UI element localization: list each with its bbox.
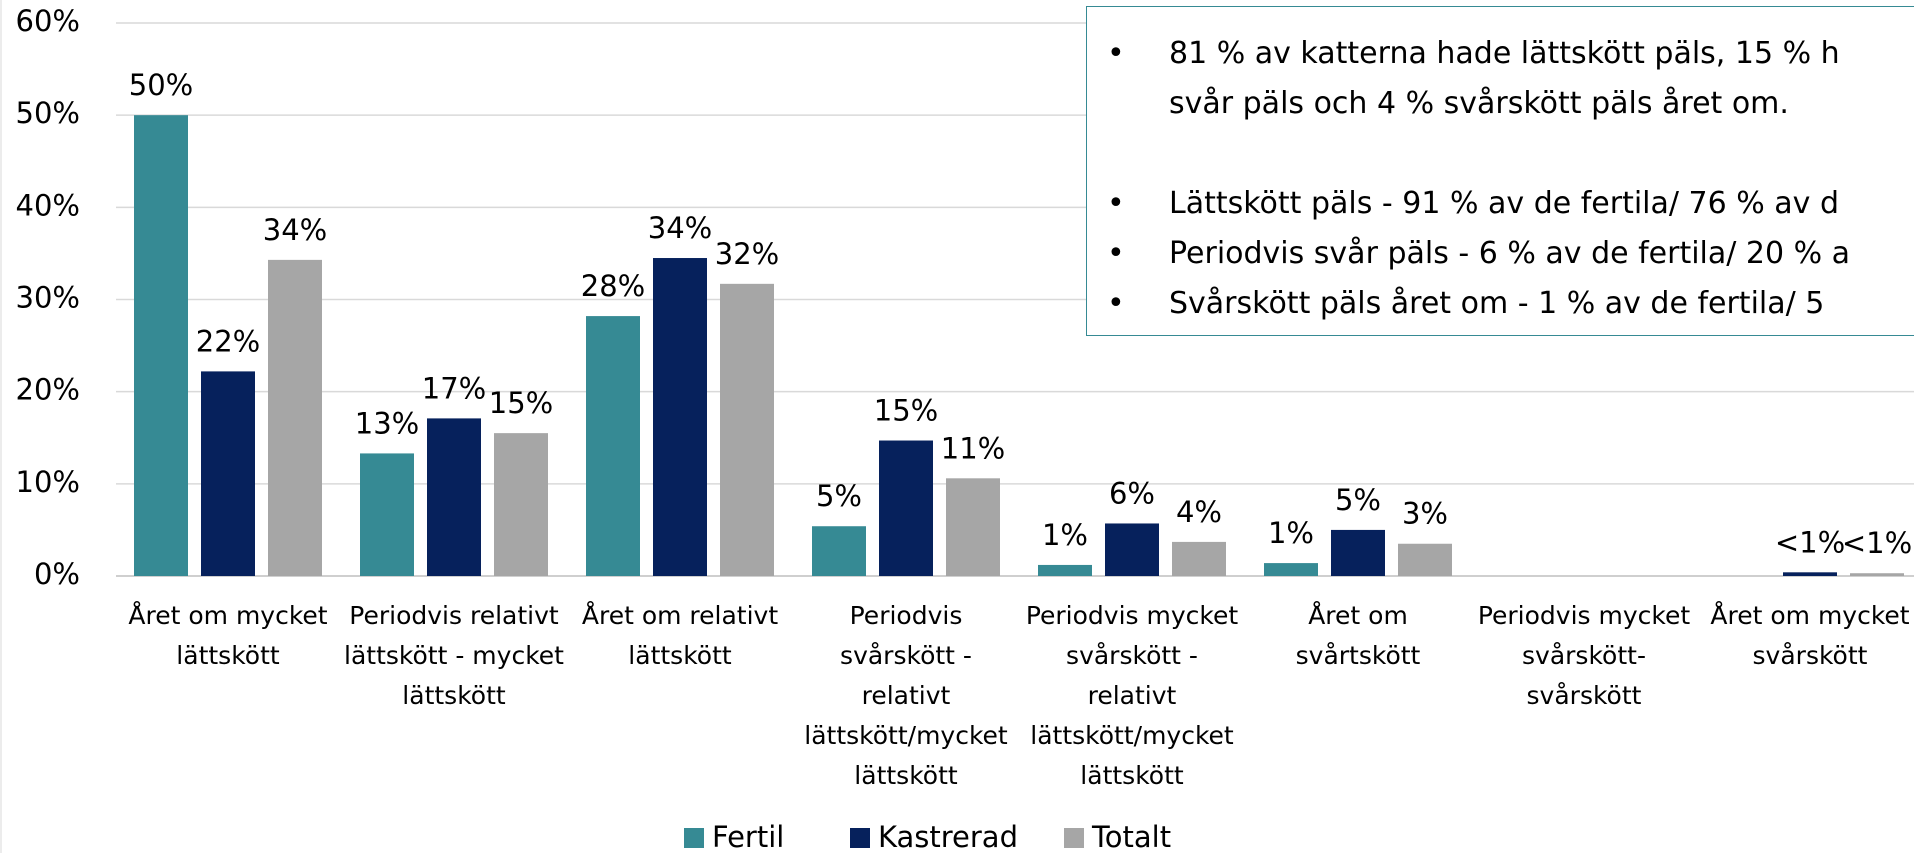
- bar: [586, 316, 640, 576]
- annotation-line: Lättskött päls - 91 % av de fertila/ 76 …: [1087, 179, 1914, 229]
- bar: [1331, 529, 1385, 576]
- data-label: 1%: [1042, 518, 1088, 552]
- data-label: 5%: [1335, 483, 1381, 517]
- bar: [1398, 543, 1452, 576]
- bar: [268, 259, 322, 576]
- data-label: 15%: [874, 394, 938, 428]
- legend-label: Fertil: [712, 820, 784, 853]
- data-label: 11%: [941, 431, 1005, 465]
- bar: [812, 526, 866, 576]
- x-tick-label: Periodvis mycket svårskött-svårskött: [1477, 601, 1691, 710]
- x-tick-label: Året om relativt lättskött: [581, 601, 779, 670]
- x-tick-label: Året om mycket svårskött: [1710, 601, 1910, 670]
- bar: [879, 440, 933, 576]
- annotation-line: Periodvis svår päls - 6 % av de fertila/…: [1087, 229, 1914, 279]
- legend-swatch: [1064, 828, 1084, 848]
- data-label: 1%: [1268, 516, 1314, 550]
- data-label: <1%: [1775, 525, 1845, 559]
- data-label: 4%: [1176, 495, 1222, 529]
- bar: [494, 433, 548, 576]
- data-label: <1%: [1842, 526, 1912, 560]
- bar: [1105, 523, 1159, 576]
- data-label: 15%: [489, 386, 553, 420]
- legend-label: Totalt: [1091, 820, 1171, 853]
- annotation-line: svår päls och 4 % svårskött päls året om…: [1169, 86, 1789, 121]
- data-label: 3%: [1402, 497, 1448, 531]
- x-tick-label: Året om svårtskött: [1295, 601, 1421, 670]
- data-label: 22%: [196, 324, 260, 358]
- annotation-line: 81 % av katterna hade lättskött päls, 15…: [1087, 29, 1914, 79]
- bar: [134, 115, 188, 577]
- x-tick-label: Periodvis mycket svårskött - relativt lä…: [1025, 601, 1239, 790]
- data-label: 13%: [355, 406, 419, 440]
- data-label: 32%: [715, 237, 779, 271]
- y-tick-label: 20%: [16, 373, 80, 407]
- data-label: 34%: [648, 211, 712, 245]
- legend: Fertil Kastrerad Totalt: [684, 820, 1171, 853]
- x-tick-label: Periodvis svårskött - relativt lättskött…: [804, 601, 1008, 790]
- data-label: 50%: [129, 68, 193, 102]
- bar: [1038, 564, 1092, 576]
- bar: [720, 283, 774, 576]
- y-tick-label: 30%: [16, 281, 80, 315]
- bar: [653, 258, 707, 576]
- annotation-line: Svårskött päls året om - 1 % av de ferti…: [1087, 279, 1914, 329]
- bar: [1172, 541, 1226, 576]
- y-tick-label: 60%: [16, 4, 80, 38]
- bar: [427, 418, 481, 576]
- bar: [1850, 573, 1904, 576]
- annotation-box: 81 % av katterna hade lättskött päls, 15…: [1086, 6, 1914, 336]
- y-tick-label: 0%: [34, 557, 80, 591]
- data-label: 28%: [581, 269, 645, 303]
- legend-swatch: [850, 828, 870, 848]
- bar: [1783, 572, 1837, 576]
- legend-swatch: [684, 828, 704, 848]
- data-label: 34%: [263, 213, 327, 247]
- data-label: 6%: [1109, 476, 1155, 510]
- bar: [360, 453, 414, 576]
- data-label: 17%: [422, 371, 486, 405]
- data-label: 5%: [816, 479, 862, 513]
- bar: [201, 371, 255, 576]
- legend-label: Kastrerad: [878, 820, 1018, 853]
- bar: [1264, 563, 1318, 576]
- y-tick-label: 50%: [16, 96, 80, 130]
- y-tick-label: 10%: [16, 465, 80, 499]
- bar: [946, 478, 1000, 576]
- y-tick-label: 40%: [16, 188, 80, 222]
- x-tick-label: Periodvis relativt lättskött - mycket lä…: [344, 601, 564, 710]
- x-tick-label: Året om mycket lättskött: [128, 601, 328, 670]
